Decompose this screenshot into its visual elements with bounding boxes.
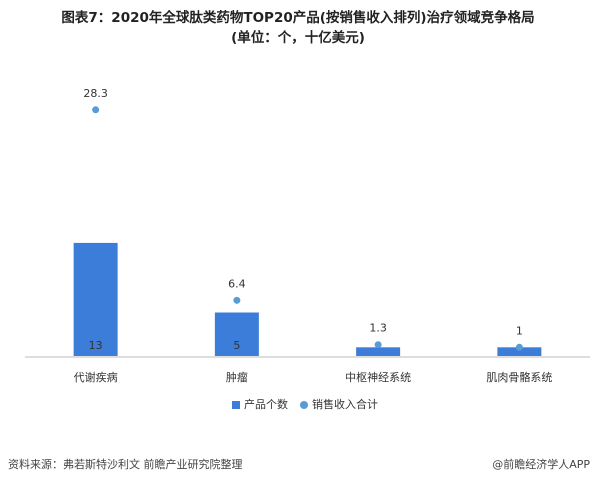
bar-label: 13 [89,339,103,352]
dot-label: 28.3 [83,87,108,100]
legend-swatch [300,401,308,409]
dot-label: 1.3 [369,322,387,335]
bar [497,347,542,356]
legend-label: 产品个数 [244,397,288,411]
dot-label: 6.4 [228,277,246,290]
dot-label: 1 [516,324,523,337]
bar [356,347,401,356]
dot [515,343,523,351]
chart-subtitle: (单位：个，十亿美元) [231,29,365,46]
x-tick-label: 肌肉骨骼系统 [486,370,552,384]
bar [73,242,118,356]
x-tick-label: 肿瘤 [226,370,248,384]
legend-label: 销售收入合计 [312,397,378,411]
source: 资料来源：弗若斯特沙利文 前瞻产业研究院整理 [8,457,243,471]
bar [214,312,259,356]
bar-label: 5 [233,339,240,352]
x-tick-label: 中枢神经系统 [345,370,411,384]
dot [92,106,100,114]
dot [374,341,382,349]
credit: @前瞻经济学人APP [492,457,590,471]
dot [233,296,241,304]
chart-title: 图表7：2020年全球肽类药物TOP20产品(按销售收入排列)治疗领域竞争格局 [61,9,534,26]
legend-swatch [232,401,240,409]
x-tick-label: 代谢疾病 [74,370,118,384]
